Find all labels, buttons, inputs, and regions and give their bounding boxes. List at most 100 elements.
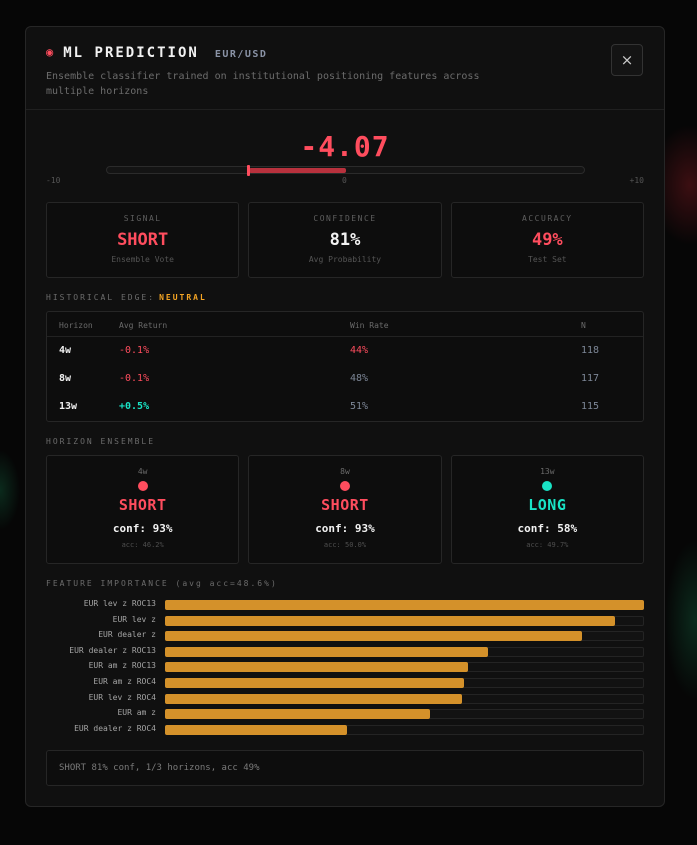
ensemble-confidence: conf: 58% — [517, 522, 578, 535]
ensemble-direction: SHORT — [321, 496, 369, 514]
feature-bar — [165, 677, 465, 688]
feature-bar — [165, 631, 582, 642]
prediction-score: -4.07 — [300, 130, 390, 163]
feature-bar — [165, 693, 462, 704]
feature-row: EUR dealer z — [46, 629, 644, 645]
feature-track — [165, 631, 644, 642]
table-row: 13w +0.5% 51% 115 — [47, 393, 643, 421]
currency-pair: EUR/USD — [214, 49, 268, 60]
gauge-mid-label: 0 — [342, 176, 347, 185]
stat-sub: Ensemble Vote — [111, 255, 174, 264]
ensemble-card-13w: 13w LONG conf: 58% acc: 49.7% — [450, 455, 644, 564]
table-row: 4w -0.1% 44% 118 — [47, 337, 643, 365]
feature-row: EUR am z ROC4 — [46, 676, 644, 692]
signal-value: SHORT — [117, 230, 169, 250]
feature-bar — [165, 646, 489, 657]
feature-bar — [165, 724, 347, 735]
horizon-cell: 4w — [59, 345, 72, 356]
feature-track — [165, 646, 644, 657]
ensemble-confidence: conf: 93% — [315, 522, 375, 535]
ensemble-direction: LONG — [528, 496, 567, 514]
n-cell: 115 — [581, 401, 600, 412]
column-header: Avg Return — [119, 321, 168, 330]
stat-sub: Avg Probability — [308, 255, 382, 264]
ensemble-horizon: 13w — [540, 467, 555, 476]
title-row: ◉ ML PREDICTION EUR/USD — [46, 45, 644, 61]
feature-bar — [165, 615, 616, 626]
avg-return-cell: -0.1% — [119, 373, 150, 384]
feature-row: EUR lev z ROC4 — [46, 692, 644, 708]
feature-row: EUR dealer z ROC4 — [46, 723, 644, 739]
horizon-cell: 8w — [59, 373, 72, 384]
win-rate-cell: 48% — [350, 373, 369, 384]
win-rate-cell: 51% — [350, 401, 369, 412]
edge-badge: NEUTRAL — [159, 293, 207, 302]
ensemble-accuracy: acc: 50.0% — [323, 541, 367, 549]
feature-name: EUR am z ROC13 — [88, 661, 156, 671]
table-header: Horizon Avg Return Win Rate N — [47, 312, 643, 337]
feature-name: EUR lev z ROC13 — [83, 599, 156, 608]
gauge-min-label: -10 — [46, 176, 61, 185]
stat-label: SIGNAL — [123, 214, 162, 223]
column-header: N — [581, 321, 586, 330]
feature-track — [165, 709, 644, 720]
feature-bar — [165, 662, 469, 673]
feature-name: EUR dealer z ROC13 — [69, 645, 156, 655]
stat-cards: SIGNAL SHORT Ensemble Vote CONFIDENCE 81… — [46, 202, 644, 278]
feature-importance-chart: EUR lev z ROC13 EUR lev z EUR dealer z EUR … — [46, 598, 644, 738]
feature-row: EUR am z ROC13 — [46, 660, 644, 676]
feature-bar — [165, 600, 644, 610]
summary-box: SHORT 81% conf, 1/3 horizons, acc 49% — [46, 750, 644, 786]
feature-name: EUR dealer z ROC4 — [74, 723, 156, 733]
ensemble-horizon: 8w — [340, 467, 350, 476]
column-header: Win Rate — [350, 321, 389, 330]
feature-track — [165, 677, 644, 688]
stat-sub: Test Set — [528, 255, 567, 264]
score-section: -4.07 — [26, 110, 664, 202]
feature-bar — [165, 709, 430, 720]
historical-edge-label: HISTORICAL EDGE: — [46, 293, 156, 302]
n-cell: 118 — [581, 345, 600, 356]
signal-card: SIGNAL SHORT Ensemble Vote — [46, 202, 240, 278]
confidence-value: 81% — [329, 230, 361, 250]
feature-row: EUR am z — [46, 707, 644, 723]
feature-track — [165, 662, 644, 673]
ensemble-horizon: 4w — [137, 467, 148, 476]
close-button[interactable]: × — [611, 44, 643, 76]
n-cell: 117 — [581, 373, 600, 384]
win-rate-cell: 44% — [350, 345, 369, 356]
target-icon: ◉ — [46, 45, 54, 59]
historical-table: Horizon Avg Return Win Rate N 4w -0.1% 4… — [46, 311, 644, 422]
ensemble-accuracy: acc: 46.2% — [121, 541, 164, 549]
feature-track — [165, 615, 644, 626]
ensemble-confidence: conf: 93% — [112, 522, 173, 535]
feature-name: EUR am z — [117, 708, 156, 718]
avg-return-cell: +0.5% — [119, 401, 150, 412]
score-gauge — [106, 165, 585, 176]
stat-label: ACCURACY — [522, 214, 573, 223]
gauge-fill — [249, 168, 347, 173]
modal-subtitle: Ensemble classifier trained on instituti… — [46, 71, 480, 97]
column-header: Horizon — [59, 321, 93, 330]
ensemble-accuracy: acc: 49.7% — [526, 541, 569, 549]
stat-label: CONFIDENCE — [313, 214, 377, 223]
gauge-max-label: +10 — [629, 176, 644, 185]
accuracy-value: 49% — [531, 230, 563, 250]
direction-dot-icon — [137, 481, 148, 491]
feature-name: EUR lev z ROC4 — [88, 692, 156, 702]
feature-name: EUR dealer z — [98, 630, 156, 640]
accuracy-card: ACCURACY 49% Test Set — [450, 202, 644, 278]
direction-dot-icon — [542, 481, 553, 491]
feature-track — [165, 693, 644, 704]
gauge-marker — [247, 165, 251, 176]
horizon-ensemble-title: HORIZON ENSEMBLE — [46, 437, 156, 446]
avg-return-cell: -0.1% — [119, 345, 150, 356]
modal-header: ◉ ML PREDICTION EUR/USD Ensemble classif… — [26, 27, 664, 110]
ensemble-card-4w: 4w SHORT conf: 93% acc: 46.2% — [46, 455, 240, 564]
feature-row: EUR lev z ROC13 — [46, 598, 644, 614]
ensemble-card-8w: 8w SHORT conf: 93% acc: 50.0% — [248, 455, 442, 564]
feature-name: EUR lev z — [112, 614, 156, 624]
historical-edge-title: HISTORICAL EDGE: NEUTRAL — [46, 293, 207, 302]
modal-title: ML PREDICTION — [63, 45, 199, 61]
close-icon: × — [620, 51, 634, 69]
